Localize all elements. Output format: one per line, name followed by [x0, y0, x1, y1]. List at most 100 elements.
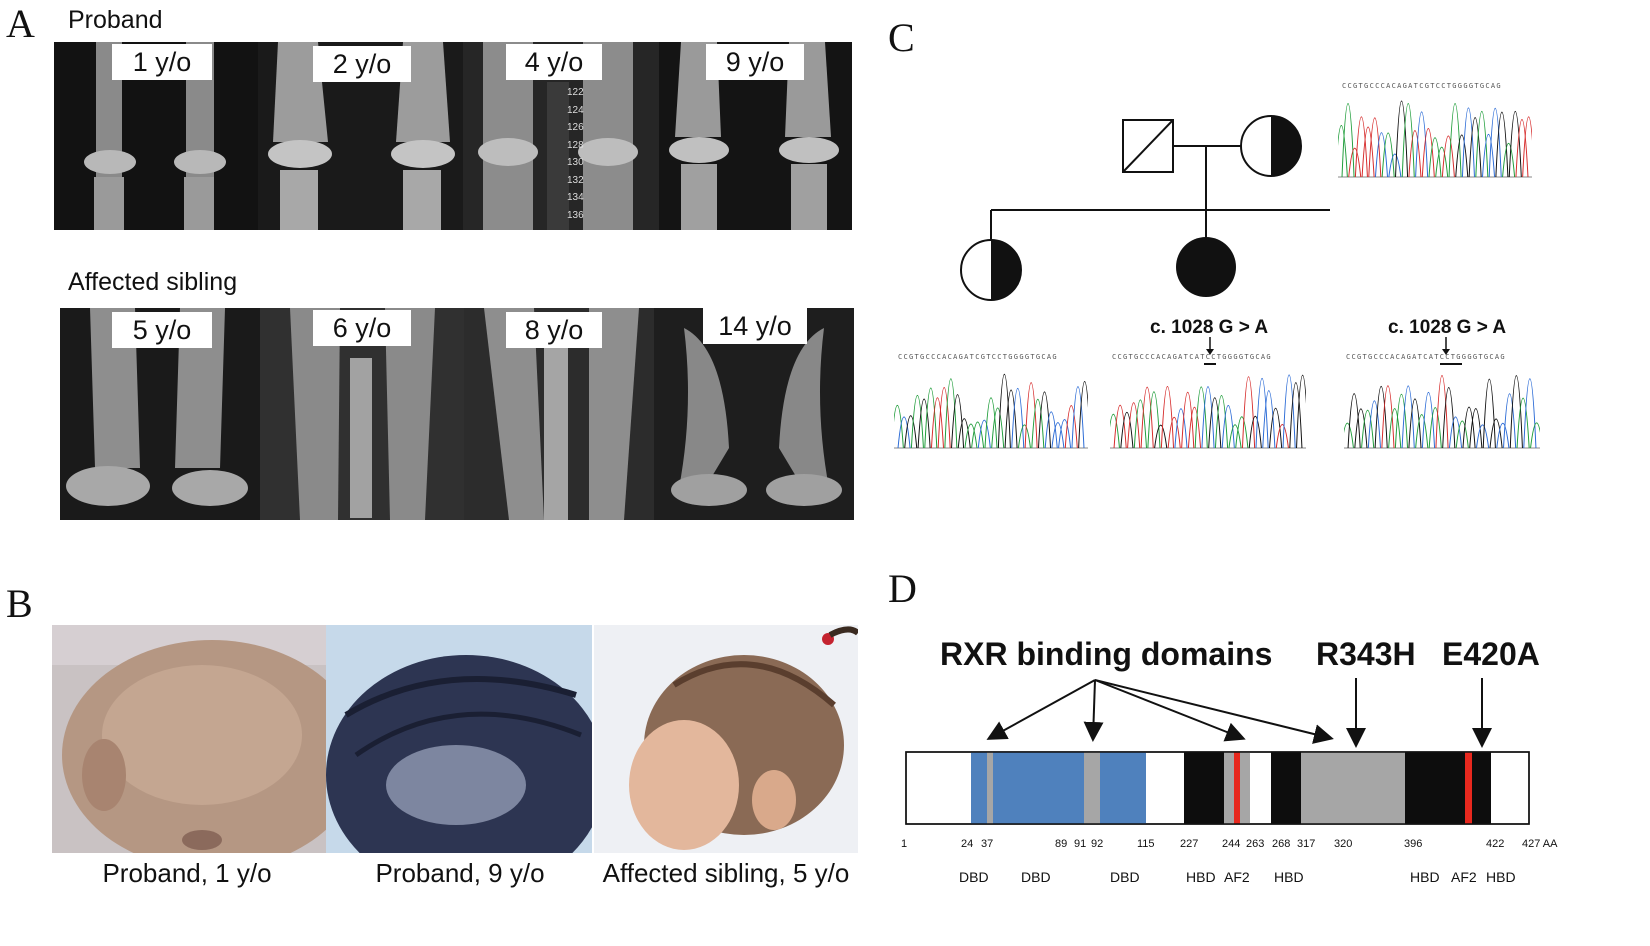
chromatogram-peak — [971, 421, 985, 449]
grey-segment-1 — [987, 752, 993, 824]
chromatogram-peak — [1275, 424, 1289, 449]
chromatogram-peak — [1228, 424, 1242, 449]
chromatogram-peak — [1503, 393, 1517, 449]
chromatogram-peak — [1127, 402, 1141, 449]
age-label-proband-2: 2 y/o — [313, 46, 411, 82]
chromatogram-peak — [1201, 386, 1215, 449]
photo-proband-9yo — [326, 625, 592, 853]
caption-proband-1yo: Proband, 1 y/o — [102, 858, 272, 888]
aa-pos-422: 422 — [1486, 838, 1505, 850]
chromatogram-peak — [1455, 134, 1469, 178]
photo-proband-1yo — [52, 625, 326, 853]
domain-label-dbd-1: DBD — [959, 869, 989, 885]
chromatogram-peak — [1469, 408, 1483, 449]
chromatogram-peak — [1208, 397, 1222, 449]
chromatogram-peak — [1428, 137, 1442, 178]
chromatogram-peak — [1187, 407, 1202, 449]
chromatogram-peak — [1262, 390, 1276, 449]
chromatogram-peak — [904, 415, 918, 449]
xray-sibling-5yo — [60, 308, 260, 520]
chromatogram-peak — [1147, 391, 1161, 449]
chromatogram-peak — [1388, 153, 1402, 178]
chromatogram-peak — [1421, 392, 1436, 449]
seq-mother: CCGTGCCCACAGATCGTCCTGGGGTGCAG — [1342, 82, 1502, 90]
chromatogram-peak — [1160, 386, 1175, 449]
grey-segment-4 — [1240, 752, 1250, 824]
chromatogram-peak — [1381, 132, 1395, 178]
chromatogram-peak — [1011, 388, 1025, 449]
mutation-arrow-proband — [1440, 337, 1462, 365]
xray-sibling-8yo — [464, 308, 654, 520]
chromatogram-peak — [944, 378, 958, 449]
chromatogram-peak — [1475, 110, 1489, 178]
xray-sibling-14yo — [654, 308, 854, 520]
xray-proband-2yo — [258, 42, 463, 230]
age-label-sibling-3: 8 y/o — [506, 312, 602, 348]
chromatogram-peak — [1058, 419, 1072, 449]
grey-segment-5 — [1301, 752, 1405, 824]
chromatogram-peak — [1064, 405, 1078, 449]
panel-b-letter: B — [6, 581, 33, 626]
xray-proband-4yo: 122 124 126 128 130 132 134 136 — [463, 42, 659, 230]
chromatogram-peak — [1255, 377, 1269, 449]
aa-pos-89: 89 — [1055, 838, 1068, 850]
chromatogram-peak — [1296, 375, 1306, 449]
chromatogram-peak — [1024, 382, 1038, 449]
af2-segment-1 — [1234, 752, 1240, 824]
chromatogram-peak — [1475, 424, 1490, 449]
dbd-segment-1 — [971, 752, 987, 824]
chromatogram-peak — [1241, 376, 1256, 449]
domain-label-hbd-2: HBD — [1274, 869, 1304, 885]
chromatogram-peak — [1078, 381, 1088, 449]
chromatogram-peak — [1174, 408, 1188, 449]
photo-sibling-5yo — [594, 625, 858, 853]
chromatogram-peak — [1421, 127, 1435, 178]
aa-pos-320: 320 — [1334, 838, 1353, 850]
chromatogram-peak — [1367, 400, 1381, 449]
chromatogram-peak — [1455, 420, 1469, 449]
aa-pos-24: 24 — [961, 838, 974, 850]
chromatogram-peak — [1462, 406, 1476, 449]
chromatogram-peak — [910, 395, 924, 449]
chromatogram-peak — [1515, 119, 1529, 178]
aa-pos-1: 1 — [901, 838, 908, 850]
aa-pos-396: 396 — [1404, 838, 1423, 850]
panel-a-letter: A — [6, 1, 35, 46]
seq-daughter: CCGTGCCCACAGATCGTCCTGGGGTGCAG — [898, 353, 1058, 361]
mutation-e420a-label: E420A — [1442, 636, 1540, 672]
chromatogram-peak — [917, 398, 931, 449]
chromatogram-peak — [1361, 410, 1375, 449]
chromatogram-peak — [1508, 110, 1522, 178]
chromatogram-peak — [991, 407, 1005, 449]
chromatogram-peak — [1113, 405, 1127, 449]
mutation-label-proband: c. 1028 G > A — [1388, 317, 1507, 338]
domain-label-af2-2: AF2 — [1451, 869, 1477, 885]
caption-sibling-5yo: Affected sibling, 5 y/o — [602, 858, 850, 888]
domain-label-dbd-2: DBD — [1021, 869, 1051, 885]
caption-proband-9yo: Proband, 9 y/o — [375, 858, 545, 888]
chromatogram-peak — [1341, 103, 1355, 178]
chromatogram-peak — [1004, 389, 1018, 449]
aa-pos-115: 115 — [1137, 838, 1155, 850]
seq-affected-daughter: CCGTGCCCACAGATCATCCTGGGGTGCAG — [1112, 353, 1272, 361]
pedigree-father-deceased-mark — [1122, 119, 1174, 173]
chromatogram-peak — [1495, 111, 1509, 178]
hbd-segment-1 — [1184, 752, 1224, 824]
aa-pos-317: 317 — [1297, 838, 1316, 850]
aa-pos-244: 244 — [1222, 838, 1241, 850]
chromatogram-peak — [894, 405, 904, 449]
chromatogram-peak — [951, 394, 965, 449]
aa-pos-268: 268 — [1272, 838, 1291, 850]
aa-pos-427: 427 AA — [1522, 838, 1558, 850]
chromatogram-peak — [1488, 107, 1502, 178]
chromatogram-peak — [1428, 407, 1442, 449]
proband-label: Proband — [68, 6, 163, 34]
pedigree-affected-daughter — [1176, 237, 1236, 297]
chromatogram-peak — [1435, 146, 1449, 178]
chromatogram-peak — [1415, 414, 1429, 449]
chromatogram-peak — [1388, 408, 1402, 449]
grey-segment-3 — [1224, 752, 1234, 824]
chromatogram-peak — [977, 420, 991, 449]
chromatogram-peak — [1338, 125, 1348, 178]
age-label-sibling-2: 6 y/o — [313, 310, 411, 346]
